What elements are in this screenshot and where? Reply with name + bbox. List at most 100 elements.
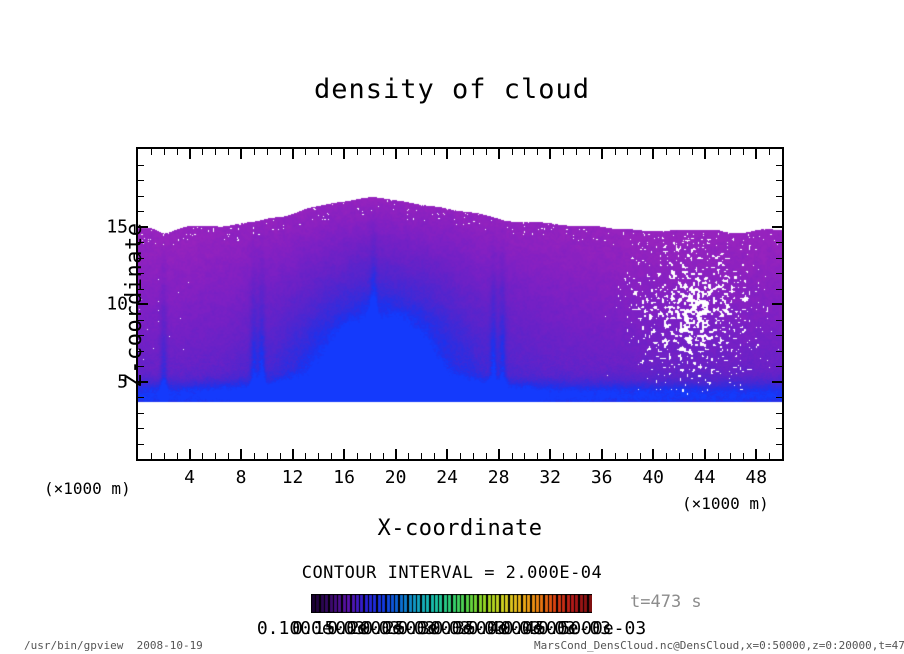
x-tick-label: 12 bbox=[281, 467, 304, 488]
x-tick bbox=[652, 449, 655, 459]
y-tick bbox=[138, 242, 144, 243]
y-tick-label: 10 bbox=[106, 293, 128, 315]
x-tick-top bbox=[614, 149, 616, 155]
y-tick bbox=[138, 257, 144, 259]
y-tick bbox=[138, 195, 144, 197]
x-tick bbox=[356, 453, 358, 459]
y-tick bbox=[138, 366, 144, 367]
y-tick bbox=[138, 180, 144, 181]
page-title: density of cloud bbox=[313, 74, 591, 105]
x-tick-top bbox=[279, 149, 281, 155]
colorbar-tick-labels: 0.1000e-03 0.1500e-03 0.2000e-03 0.2500e-03… bbox=[0, 618, 904, 640]
x-tick bbox=[497, 449, 500, 459]
x-tick bbox=[318, 453, 320, 459]
x-tick bbox=[730, 453, 732, 459]
x-tick bbox=[228, 453, 230, 459]
x-tick-top bbox=[382, 149, 384, 155]
x-tick bbox=[524, 453, 526, 459]
x-tick-label: 8 bbox=[235, 467, 247, 488]
x-tick-top bbox=[730, 149, 732, 155]
x-tick-top bbox=[743, 149, 745, 155]
x-tick bbox=[678, 453, 680, 459]
colorbar-tick-label: 0.1500e-03 bbox=[291, 618, 401, 639]
x-tick-top bbox=[652, 149, 655, 159]
x-tick-top bbox=[691, 149, 693, 155]
y-tick bbox=[138, 288, 144, 290]
footer-dataset: MarsCond_DensCloud.nc@DensCloud,x=0:5000… bbox=[534, 639, 904, 652]
x-tick bbox=[614, 453, 616, 459]
x-tick-label: 40 bbox=[642, 467, 665, 488]
x-tick-top bbox=[703, 149, 706, 159]
x-tick bbox=[691, 453, 693, 459]
y-tick-right bbox=[776, 335, 782, 336]
y-tick-right bbox=[776, 319, 782, 321]
cloud-density-heatmap bbox=[138, 149, 782, 459]
x-tick bbox=[305, 453, 307, 459]
x-tick-top bbox=[343, 149, 346, 159]
y-tick-label: 5 bbox=[117, 371, 128, 392]
y-axis-unit-note: (×1000 m) bbox=[44, 479, 131, 498]
y-tick-right bbox=[776, 180, 782, 181]
contour-interval-label: CONTOUR INTERVAL = 2.000E-04 bbox=[301, 563, 603, 583]
x-tick-top bbox=[678, 149, 680, 155]
y-tick bbox=[138, 428, 144, 429]
x-tick-top bbox=[460, 149, 461, 155]
x-tick bbox=[188, 449, 191, 459]
x-tick-top bbox=[434, 149, 436, 155]
colorbar-gradient bbox=[311, 594, 592, 613]
y-tick-right bbox=[776, 257, 782, 259]
x-tick bbox=[150, 453, 152, 459]
x-tick bbox=[369, 453, 371, 459]
x-tick bbox=[549, 449, 552, 459]
y-tick-right bbox=[776, 242, 782, 243]
x-tick-top bbox=[188, 149, 191, 159]
x-tick-label: 24 bbox=[436, 467, 458, 488]
y-tick bbox=[138, 319, 144, 321]
x-tick bbox=[563, 453, 565, 459]
x-tick-top bbox=[240, 149, 243, 159]
y-tick-right bbox=[772, 380, 782, 383]
x-tick bbox=[588, 453, 590, 459]
y-tick-right bbox=[776, 443, 782, 445]
x-tick bbox=[575, 453, 577, 459]
x-tick-top bbox=[666, 149, 668, 155]
colorbar bbox=[311, 594, 592, 613]
x-tick bbox=[511, 453, 513, 459]
x-tick-top bbox=[331, 149, 333, 155]
x-tick-top bbox=[485, 149, 487, 155]
y-tick bbox=[138, 412, 144, 414]
x-tick bbox=[176, 453, 178, 459]
x-tick bbox=[460, 453, 461, 459]
y-tick-label: 15 bbox=[106, 216, 128, 237]
y-tick-right bbox=[776, 366, 782, 367]
y-tick-right bbox=[772, 225, 782, 228]
colorbar-tick-label: 0.3000e-03 bbox=[397, 618, 506, 639]
y-tick-right bbox=[776, 211, 782, 212]
x-tick-label: 16 bbox=[333, 467, 355, 488]
x-tick-top bbox=[291, 149, 294, 159]
y-tick-right bbox=[776, 412, 782, 414]
footer-command: /usr/bin/gpview 2008-10-19 bbox=[24, 639, 203, 652]
x-tick bbox=[343, 449, 346, 459]
x-tick bbox=[279, 453, 281, 459]
x-tick-top bbox=[228, 149, 230, 155]
x-tick-top bbox=[446, 149, 449, 159]
x-tick-label: 44 bbox=[693, 467, 716, 488]
x-tick bbox=[434, 453, 436, 459]
x-tick-top bbox=[511, 149, 513, 155]
x-tick-top bbox=[600, 149, 603, 159]
x-tick-top bbox=[497, 149, 500, 159]
y-tick-right bbox=[776, 195, 782, 197]
x-tick-top bbox=[253, 149, 255, 155]
x-tick bbox=[743, 453, 745, 459]
x-tick bbox=[382, 453, 384, 459]
x-tick-top bbox=[627, 149, 629, 155]
x-tick bbox=[202, 453, 204, 459]
colorbar-tick-label: 0.1000e-03 bbox=[256, 618, 366, 639]
time-label: t=473 s bbox=[630, 592, 702, 612]
x-tick-top bbox=[524, 149, 526, 155]
colorbar-tick-label: 0.2500e-03 bbox=[362, 618, 471, 639]
y-tick-right bbox=[776, 397, 782, 398]
colorbar-tick-label: 0.5000e-03 bbox=[537, 618, 647, 639]
